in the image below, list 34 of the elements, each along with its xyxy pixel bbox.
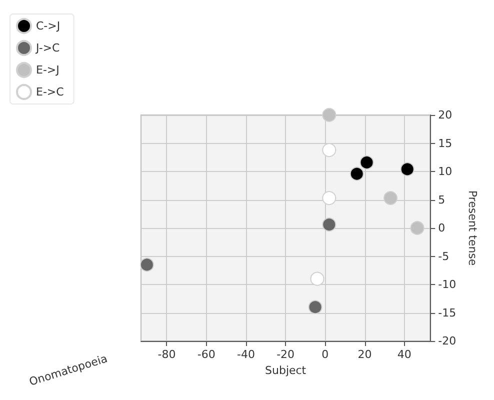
legend-label: C->J (36, 20, 60, 32)
x-tick-label: -40 (236, 348, 255, 361)
point (322, 108, 336, 122)
y-axis-title: Present tense (466, 190, 479, 266)
point (410, 221, 424, 235)
point (322, 191, 336, 206)
point (360, 155, 374, 170)
y-tick-label: -20 (438, 334, 456, 348)
y-tick-label: 0 (438, 222, 446, 234)
point (384, 191, 398, 206)
y-tick-label: -15 (438, 306, 456, 320)
y-tick-label: -5 (438, 250, 450, 263)
x-axis-title: Subject (265, 364, 307, 377)
x-tick-label: 0 (322, 348, 329, 361)
point (140, 258, 154, 272)
x-tick-label: -20 (276, 348, 295, 361)
point (350, 166, 364, 181)
x-tick-label: 40 (397, 348, 412, 361)
x-tick-label: -60 (197, 348, 216, 361)
point (400, 162, 414, 176)
x-tick-label: -80 (158, 348, 176, 361)
point (322, 143, 336, 158)
y-tick-label: 15 (438, 136, 452, 150)
legend-label: E->C (36, 86, 64, 98)
x-tick-label: 20 (358, 348, 372, 361)
legend-label: E->J (36, 64, 60, 76)
y-tick-label: 20 (438, 108, 452, 122)
y-tick-label: -10 (438, 278, 456, 291)
point (308, 300, 322, 314)
y-tick-label: 10 (438, 165, 452, 178)
legend-label: J->C (35, 42, 60, 54)
point (310, 272, 324, 286)
point (322, 218, 336, 232)
y-tick-label: 5 (438, 193, 446, 206)
